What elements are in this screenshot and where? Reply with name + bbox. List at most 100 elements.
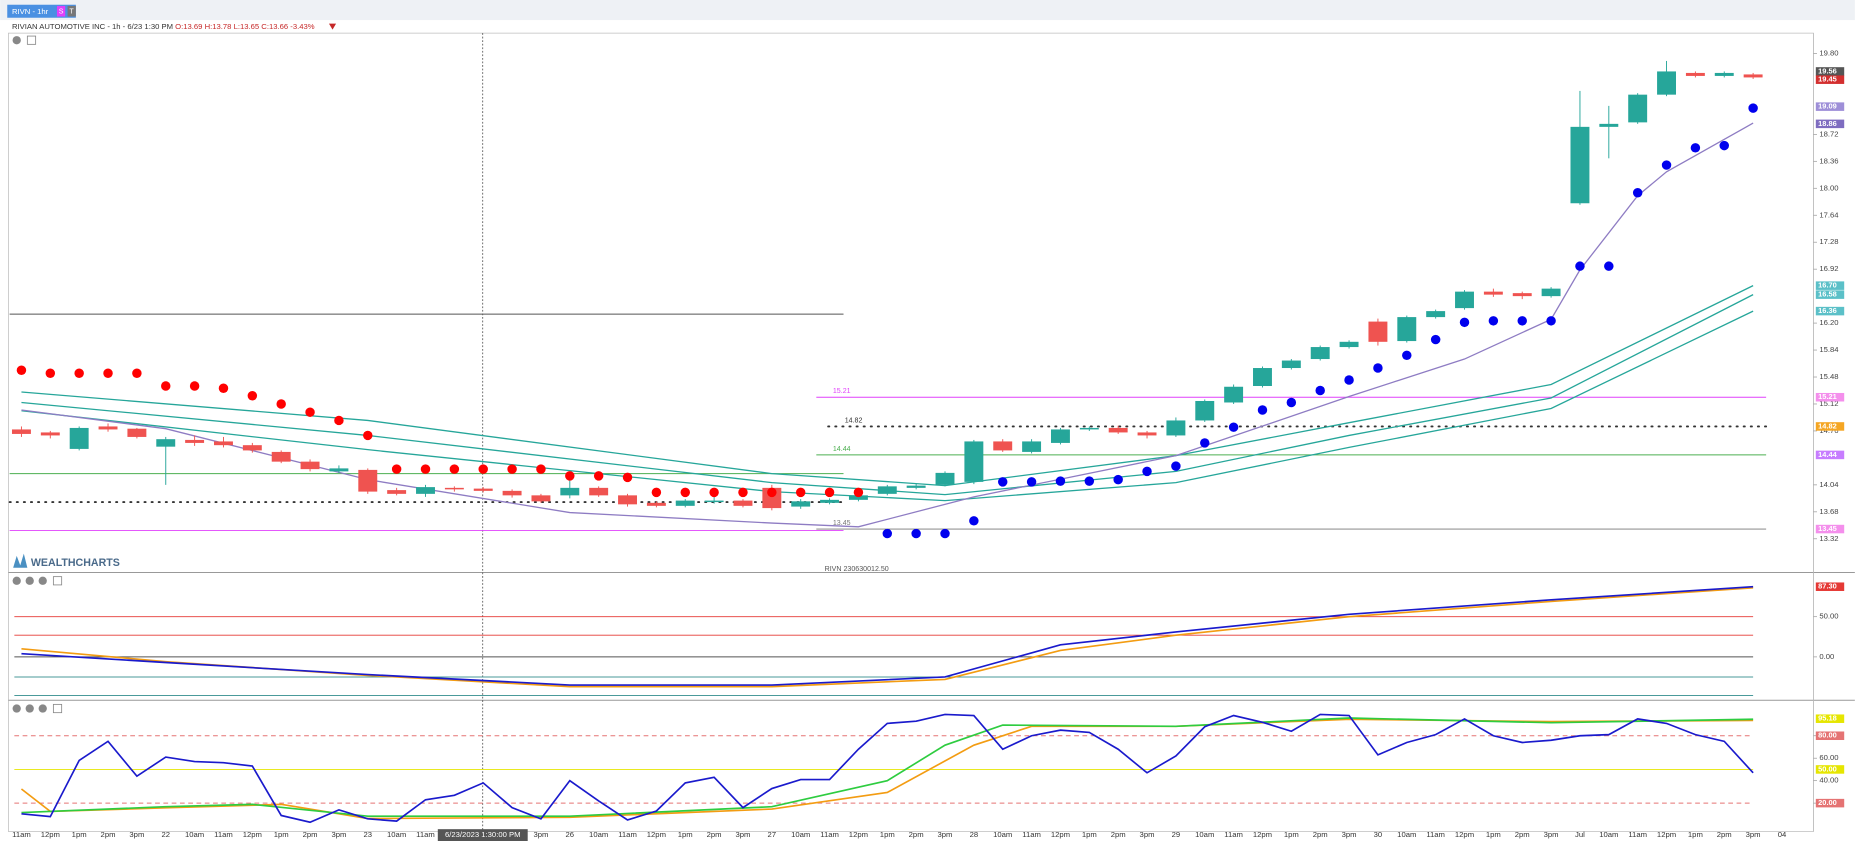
x-tick-label: 3pm bbox=[1342, 830, 1357, 839]
tool-icon[interactable] bbox=[12, 576, 21, 585]
badge-label: S bbox=[59, 8, 64, 16]
candle-body bbox=[69, 427, 89, 449]
candle-body bbox=[185, 439, 205, 443]
sar-dot bbox=[882, 528, 893, 539]
candle-body bbox=[675, 500, 695, 506]
x-tick-label: 1pm bbox=[274, 830, 289, 839]
candle-body bbox=[1397, 317, 1417, 342]
x-tick-label: 1pm bbox=[1688, 830, 1703, 839]
tool-icon[interactable] bbox=[38, 704, 47, 713]
sar-dot bbox=[132, 368, 142, 379]
tool-icon[interactable] bbox=[52, 576, 63, 586]
sar-dot bbox=[1315, 385, 1325, 396]
x-tick-label: 11am bbox=[12, 830, 31, 839]
sar-dot bbox=[363, 430, 373, 441]
sar-dot bbox=[161, 381, 171, 391]
price-label-box bbox=[1815, 281, 1845, 290]
x-tick-label: 11am bbox=[1022, 830, 1041, 839]
sar-dot bbox=[1171, 461, 1181, 471]
tool-icon[interactable] bbox=[25, 576, 34, 585]
x-tick-label: 11am bbox=[820, 830, 839, 839]
level-label: 14.82 bbox=[845, 416, 863, 424]
sar-dot bbox=[1459, 317, 1470, 328]
candle-body bbox=[11, 429, 31, 434]
tool-icon[interactable] bbox=[12, 704, 21, 713]
price-label: 95.18 bbox=[1818, 714, 1837, 723]
candle-body bbox=[762, 487, 782, 509]
price-label-box bbox=[1815, 582, 1845, 591]
candle-body bbox=[214, 441, 233, 446]
sar-dot bbox=[1142, 466, 1152, 477]
candle-body bbox=[1079, 427, 1099, 430]
x-tick-label: 3pm bbox=[1746, 830, 1761, 839]
candle-body bbox=[531, 495, 551, 502]
candle-body bbox=[127, 428, 147, 437]
candle-body bbox=[1281, 360, 1301, 369]
candle-body bbox=[1195, 400, 1215, 421]
price-label: 80.00 bbox=[1818, 731, 1837, 740]
x-tick-label: 27 bbox=[768, 830, 777, 839]
x-tick-label: 04 bbox=[1778, 830, 1787, 839]
candle-body bbox=[1483, 291, 1503, 295]
candle-body bbox=[1368, 321, 1388, 342]
sar-dot bbox=[1546, 316, 1556, 326]
sar-dot bbox=[1748, 103, 1758, 113]
sar-dot bbox=[824, 487, 835, 498]
x-tick-label: 10am bbox=[791, 830, 810, 839]
sar-dot bbox=[593, 471, 604, 481]
tool-icon[interactable] bbox=[52, 703, 63, 714]
y-tick-label: 17.64 bbox=[1819, 210, 1839, 219]
sar-dot bbox=[536, 464, 546, 474]
sar-dot bbox=[969, 516, 979, 526]
price-label-box bbox=[1815, 731, 1845, 741]
sar-dot bbox=[1055, 476, 1066, 486]
price-label-box bbox=[1815, 422, 1845, 431]
sar-dot bbox=[651, 487, 662, 498]
candle-body bbox=[416, 487, 435, 494]
x-tick-label: 11am bbox=[1426, 830, 1445, 839]
sar-dot bbox=[1084, 476, 1095, 486]
candle-body bbox=[1339, 341, 1359, 348]
badge[interactable] bbox=[56, 5, 66, 17]
sar-dot bbox=[911, 528, 921, 539]
price-label-box bbox=[1815, 290, 1845, 299]
x-tick-label: 3pm bbox=[1140, 830, 1155, 839]
sar-dot bbox=[247, 391, 258, 401]
sar-dot bbox=[1113, 474, 1123, 485]
x-tick-label: 2pm bbox=[1717, 830, 1732, 839]
badge[interactable] bbox=[67, 5, 76, 17]
tool-icon[interactable] bbox=[25, 704, 34, 713]
candle-body bbox=[993, 441, 1013, 451]
sar-dot bbox=[767, 487, 777, 498]
tool-icon[interactable] bbox=[26, 35, 37, 45]
candle-body bbox=[1628, 94, 1648, 123]
candle-body bbox=[820, 499, 840, 503]
sar-dot bbox=[1661, 160, 1672, 170]
sar-dot bbox=[1488, 316, 1499, 326]
tool-icon[interactable] bbox=[38, 576, 47, 585]
level-label: 13.45 bbox=[833, 519, 851, 527]
y-tick-label: 19.80 bbox=[1819, 48, 1838, 57]
crosshair-label-box bbox=[437, 829, 528, 841]
x-tick-label: 12pm bbox=[1051, 830, 1070, 839]
sar-dot bbox=[1286, 397, 1297, 408]
sar-dot bbox=[478, 464, 488, 474]
sar-dot bbox=[622, 472, 633, 483]
x-tick-label: 3pm bbox=[129, 830, 144, 839]
sar-dot bbox=[420, 464, 431, 474]
price-label: 16.58 bbox=[1818, 290, 1837, 299]
sar-dot bbox=[565, 471, 575, 481]
x-tick-label: 12pm bbox=[1253, 830, 1272, 839]
logo: WEALTHCHARTS bbox=[31, 557, 120, 569]
x-tick-label: 1pm bbox=[1082, 830, 1097, 839]
tool-icon[interactable] bbox=[12, 36, 21, 45]
logo-mark bbox=[13, 553, 28, 568]
x-tick-label: 1pm bbox=[1284, 830, 1299, 839]
y-tick-label: 0.00 bbox=[1819, 652, 1834, 661]
price-label: 14.44 bbox=[1818, 450, 1837, 459]
y-tick-label: 60.00 bbox=[1819, 753, 1838, 762]
x-tick-label: 1pm bbox=[880, 830, 895, 839]
candle-body bbox=[329, 468, 349, 472]
candle-body bbox=[733, 500, 753, 506]
sar-dot bbox=[334, 415, 344, 426]
